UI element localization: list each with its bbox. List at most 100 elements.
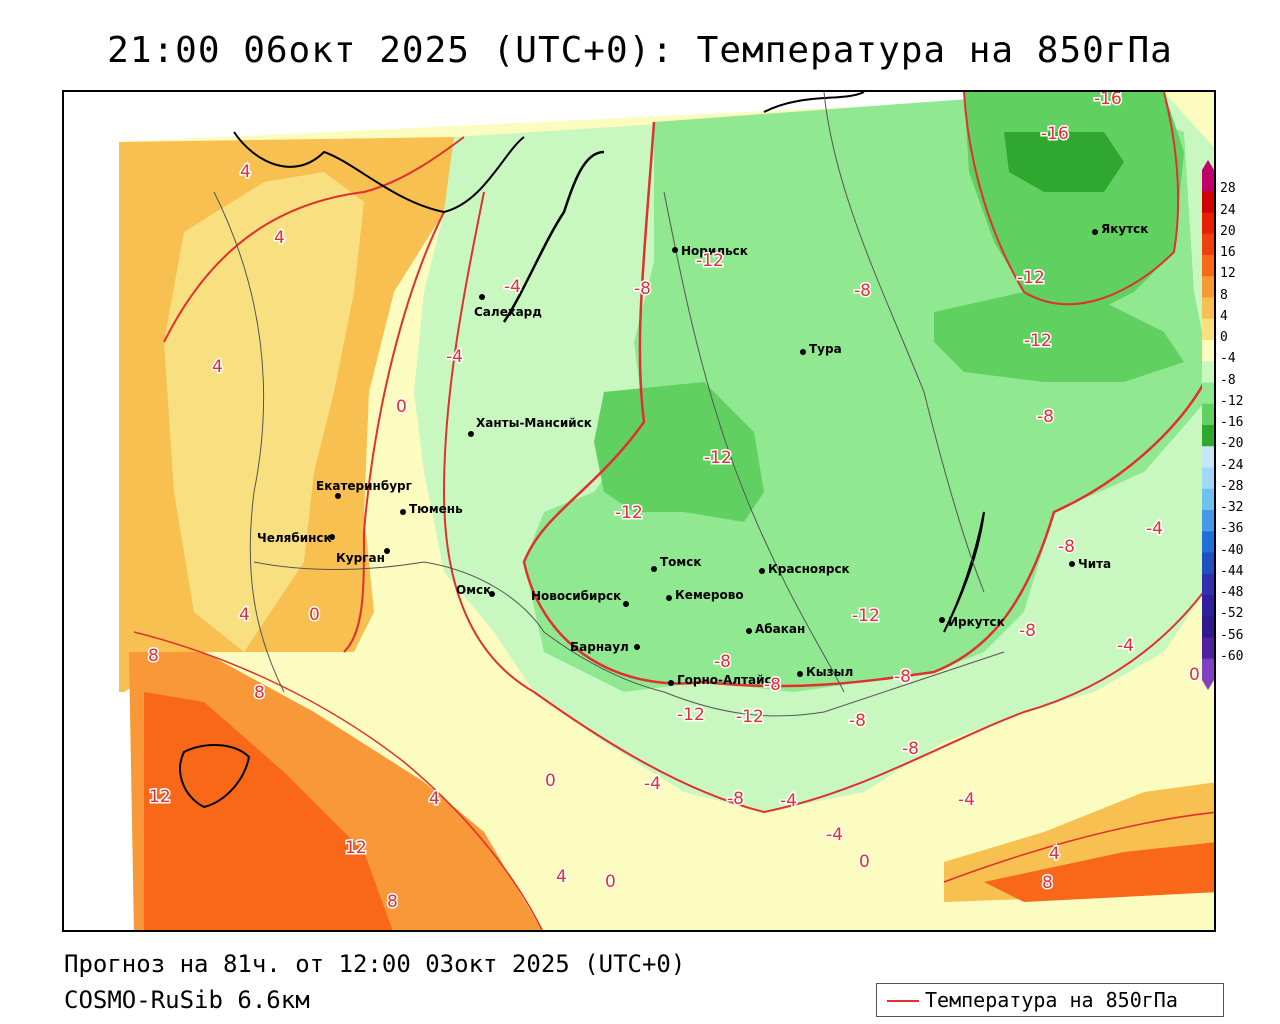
city-norilsk: Норильск <box>672 244 748 258</box>
forecast-info: Прогноз на 81ч. от 12:00 03окт 2025 (UTC… <box>64 950 686 978</box>
model-info: COSMO-RuSib 6.6км <box>64 986 310 1014</box>
colorbar-min-arrow <box>1202 680 1214 690</box>
svg-text:Иркутск: Иркутск <box>948 615 1005 629</box>
city-novosibirsk: Новосибирск <box>531 589 629 607</box>
colorbar-tick-label: -8 <box>1220 372 1236 388</box>
isotherm-label: 12 <box>345 838 367 858</box>
colorbar-tick-label: 20 <box>1220 223 1236 239</box>
border-line <box>213 191 285 693</box>
isotherm-label: -12 <box>736 707 764 727</box>
colorbar-swatch <box>1202 488 1214 511</box>
svg-text:Омск: Омск <box>456 583 491 597</box>
isotherm-label: -12 <box>1017 268 1045 288</box>
temp-field-dark-green-east <box>934 292 1184 382</box>
colorbar-swatch <box>1202 637 1214 660</box>
isotherm-label: 8 <box>148 646 159 666</box>
svg-text:Тюмень: Тюмень <box>409 502 463 516</box>
colorbar-tick-label: -44 <box>1220 563 1244 579</box>
isotherm-label: 4 <box>239 605 250 625</box>
city-kurgan: Курган <box>336 548 390 565</box>
isotherm-label: 0 <box>1189 665 1200 685</box>
colorbar-swatch <box>1202 170 1214 192</box>
colorbar-tick-label: 0 <box>1220 330 1228 345</box>
isotherm-label: -8 <box>1058 537 1075 557</box>
colorbar-tick-label: -12 <box>1220 393 1244 409</box>
isotherm-contour <box>343 211 445 653</box>
isotherm-label: -4 <box>1117 636 1134 656</box>
isotherm-label: -8 <box>854 281 871 301</box>
svg-text:Салехард: Салехард <box>474 305 542 319</box>
colorbar-swatch <box>1202 382 1214 405</box>
legend: Температура на 850гПа <box>876 983 1224 1017</box>
isotherm-label: -16 <box>1094 92 1122 109</box>
svg-text:Тура: Тура <box>809 342 842 356</box>
temp-field-dark-green-center <box>594 382 764 522</box>
colorbar-tick-label: -36 <box>1220 521 1244 537</box>
colorbar-swatch <box>1202 595 1214 617</box>
city-kemerovo: Кемерово <box>666 588 744 602</box>
isotherm-label: -12 <box>1024 331 1052 351</box>
colorbar-swatch <box>1202 552 1214 575</box>
border-line <box>253 561 1005 717</box>
isotherm-label: -12 <box>615 503 643 523</box>
isotherm-label: 4 <box>556 867 567 887</box>
svg-text:Курган: Курган <box>336 551 385 565</box>
colorbar-swatch <box>1202 255 1214 277</box>
svg-text:Кемерово: Кемерово <box>675 588 744 602</box>
map-canvas: Норильск Якутск Салехард Тура Ханты-Манс… <box>119 92 1214 930</box>
colorbar-swatch <box>1202 297 1214 320</box>
colorbar-swatch <box>1202 318 1214 341</box>
isotherm-label: -12 <box>704 448 732 468</box>
isotherm-label: -8 <box>727 789 744 809</box>
city-chita: Чита <box>1069 557 1111 571</box>
svg-text:Горно-Алтайск: Горно-Алтайск <box>677 673 780 687</box>
colorbar-tick-label: 28 <box>1220 181 1236 197</box>
isotherm-contour <box>963 92 1180 306</box>
colorbar-swatch <box>1202 191 1214 213</box>
isotherm-label: 0 <box>859 852 870 872</box>
svg-text:Барнаул: Барнаул <box>570 640 629 654</box>
city-yakutsk: Якутск <box>1092 222 1148 236</box>
svg-text:Кызыл: Кызыл <box>806 665 853 679</box>
svg-text:Челябинск: Челябинск <box>257 531 332 545</box>
isotherm-label: -4 <box>826 825 843 845</box>
colorbar-tick-label: 8 <box>1220 287 1228 303</box>
colorbar-swatch <box>1202 446 1214 468</box>
colorbar-swatch <box>1202 573 1214 596</box>
border-line <box>663 191 845 693</box>
colorbar-swatch <box>1202 510 1214 532</box>
city-salekhard: Салехард <box>474 294 542 319</box>
svg-text:Новосибирск: Новосибирск <box>531 589 621 603</box>
city-gorno-altaysk: Горно-Алтайск <box>668 673 780 687</box>
colorbar <box>1202 160 1214 690</box>
colorbar-swatch <box>1202 658 1214 681</box>
city-omsk: Омск <box>456 583 495 597</box>
colorbar-swatch <box>1202 616 1214 638</box>
isotherm-label: -8 <box>1019 621 1036 641</box>
isotherm-label: -8 <box>634 279 651 299</box>
svg-text:Якутск: Якутск <box>1101 222 1148 236</box>
isotherm-label: -8 <box>894 667 911 687</box>
map-title: 21:00 06окт 2025 (UTC+0): Температура на… <box>107 30 1173 71</box>
city-yekaterinburg: Екатеринбург <box>316 479 412 499</box>
isotherm-label: -16 <box>1041 124 1069 144</box>
isotherm-contour <box>163 136 465 343</box>
isotherm-label: 0 <box>545 771 556 791</box>
colorbar-tick-label: 24 <box>1220 202 1236 218</box>
svg-text:Ханты-Мансийск: Ханты-Мансийск <box>476 416 592 430</box>
svg-text:Чита: Чита <box>1078 557 1111 571</box>
city-tura: Тура <box>800 342 842 356</box>
isotherm-label: -4 <box>644 774 661 794</box>
isotherm-contour <box>522 121 1214 688</box>
colorbar-tick-label: -52 <box>1220 606 1244 622</box>
colorbar-tick-label: 12 <box>1220 266 1236 282</box>
colorbar-swatch <box>1202 361 1214 383</box>
colorbar-swatch <box>1202 340 1214 362</box>
isotherm-label: -8 <box>764 675 781 695</box>
isotherm-contour <box>133 631 543 930</box>
temp-field-hot-southeast <box>984 842 1214 902</box>
isotherm-label: 8 <box>1042 873 1053 893</box>
colorbar-tick-label: -56 <box>1220 627 1244 643</box>
isotherm-label: -8 <box>1037 407 1054 427</box>
isotherm-label: -4 <box>780 791 797 811</box>
